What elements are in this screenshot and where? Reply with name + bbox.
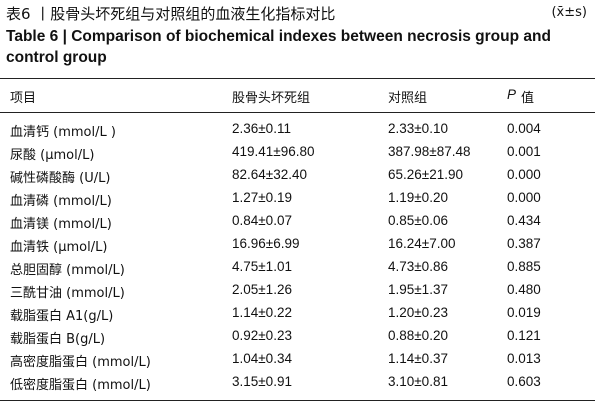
- cell-value: 16.96±6.99: [232, 236, 300, 251]
- row-label: 总胆固醇 (mmol/L): [10, 263, 125, 278]
- cell-value: 1.04±0.34: [232, 351, 292, 366]
- cell-value: 0.000: [507, 167, 541, 182]
- cell-value: 0.387: [507, 236, 541, 251]
- cell-value: 1.27±0.19: [232, 190, 292, 205]
- title: 表6 丨股骨头坏死组与对照组的血液生化指标对比: [6, 5, 336, 23]
- cell-value: 0.85±0.06: [388, 213, 448, 228]
- column-header: 对照组: [388, 91, 428, 106]
- column-header: 股骨头坏死组: [232, 91, 311, 106]
- row-label: 载脂蛋白 B(g/L): [10, 332, 106, 347]
- cell-value: 2.33±0.10: [388, 121, 448, 136]
- cell-value: 0.000: [507, 190, 541, 205]
- stat-note: (x̄±s): [551, 5, 587, 20]
- cell-value: 2.05±1.26: [232, 282, 292, 297]
- row-label: 载脂蛋白 A1(g/L): [10, 309, 114, 324]
- cell-value: 0.004: [507, 121, 541, 136]
- column-header: 项目: [10, 91, 37, 106]
- row-label: 血清铁 (μmol/L): [10, 240, 108, 255]
- cell-value: 1.20±0.23: [388, 305, 448, 320]
- row-label: 三酰甘油 (mmol/L): [10, 286, 125, 301]
- cell-value: 0.019: [507, 305, 541, 320]
- column-header: 值: [521, 91, 535, 106]
- cell-value: 3.10±0.81: [388, 374, 448, 389]
- column-header-symbol: P: [507, 87, 517, 102]
- row-label: 血清镁 (mmol/L): [10, 217, 112, 232]
- row-label: 高密度脂蛋白 (mmol/L): [10, 355, 151, 370]
- row-label: 碱性磷酸酶 (U/L): [10, 171, 111, 186]
- cell-value: 0.001: [507, 144, 541, 159]
- english-title: Table 6 | Comparison of biochemical inde…: [6, 28, 551, 66]
- cell-value: 0.603: [507, 374, 541, 389]
- row-label: 血清钙 (mmol/L ): [10, 125, 116, 140]
- bottom-rule: [0, 400, 595, 401]
- cell-value: 0.92±0.23: [232, 328, 292, 343]
- cell-value: 419.41±96.80: [232, 144, 315, 159]
- cell-value: 2.36±0.11: [232, 121, 291, 136]
- cell-value: 1.19±0.20: [388, 190, 448, 205]
- cell-value: 0.885: [507, 259, 541, 274]
- cell-value: 0.480: [507, 282, 541, 297]
- cell-value: 3.15±0.91: [232, 374, 292, 389]
- cell-value: 387.98±87.48: [388, 144, 471, 159]
- cell-value: 0.121: [507, 328, 541, 343]
- cell-value: 16.24±7.00: [388, 236, 456, 251]
- cell-value: 0.84±0.07: [232, 213, 292, 228]
- cell-value: 4.73±0.86: [388, 259, 448, 274]
- cell-value: 65.26±21.90: [388, 167, 463, 182]
- cell-value: 0.434: [507, 213, 541, 228]
- cell-value: 1.14±0.37: [388, 351, 448, 366]
- header-rule: [0, 112, 595, 113]
- cell-value: 4.75±1.01: [232, 259, 292, 274]
- cell-value: 1.14±0.22: [232, 305, 292, 320]
- row-label: 尿酸 (μmol/L): [10, 148, 95, 163]
- top-rule: [0, 78, 595, 79]
- cell-value: 82.64±32.40: [232, 167, 307, 182]
- cell-value: 1.95±1.37: [388, 282, 448, 297]
- cell-value: 0.013: [507, 351, 541, 366]
- cell-value: 0.88±0.20: [388, 328, 448, 343]
- row-label: 低密度脂蛋白 (mmol/L): [10, 378, 151, 393]
- row-label: 血清磷 (mmol/L): [10, 194, 112, 209]
